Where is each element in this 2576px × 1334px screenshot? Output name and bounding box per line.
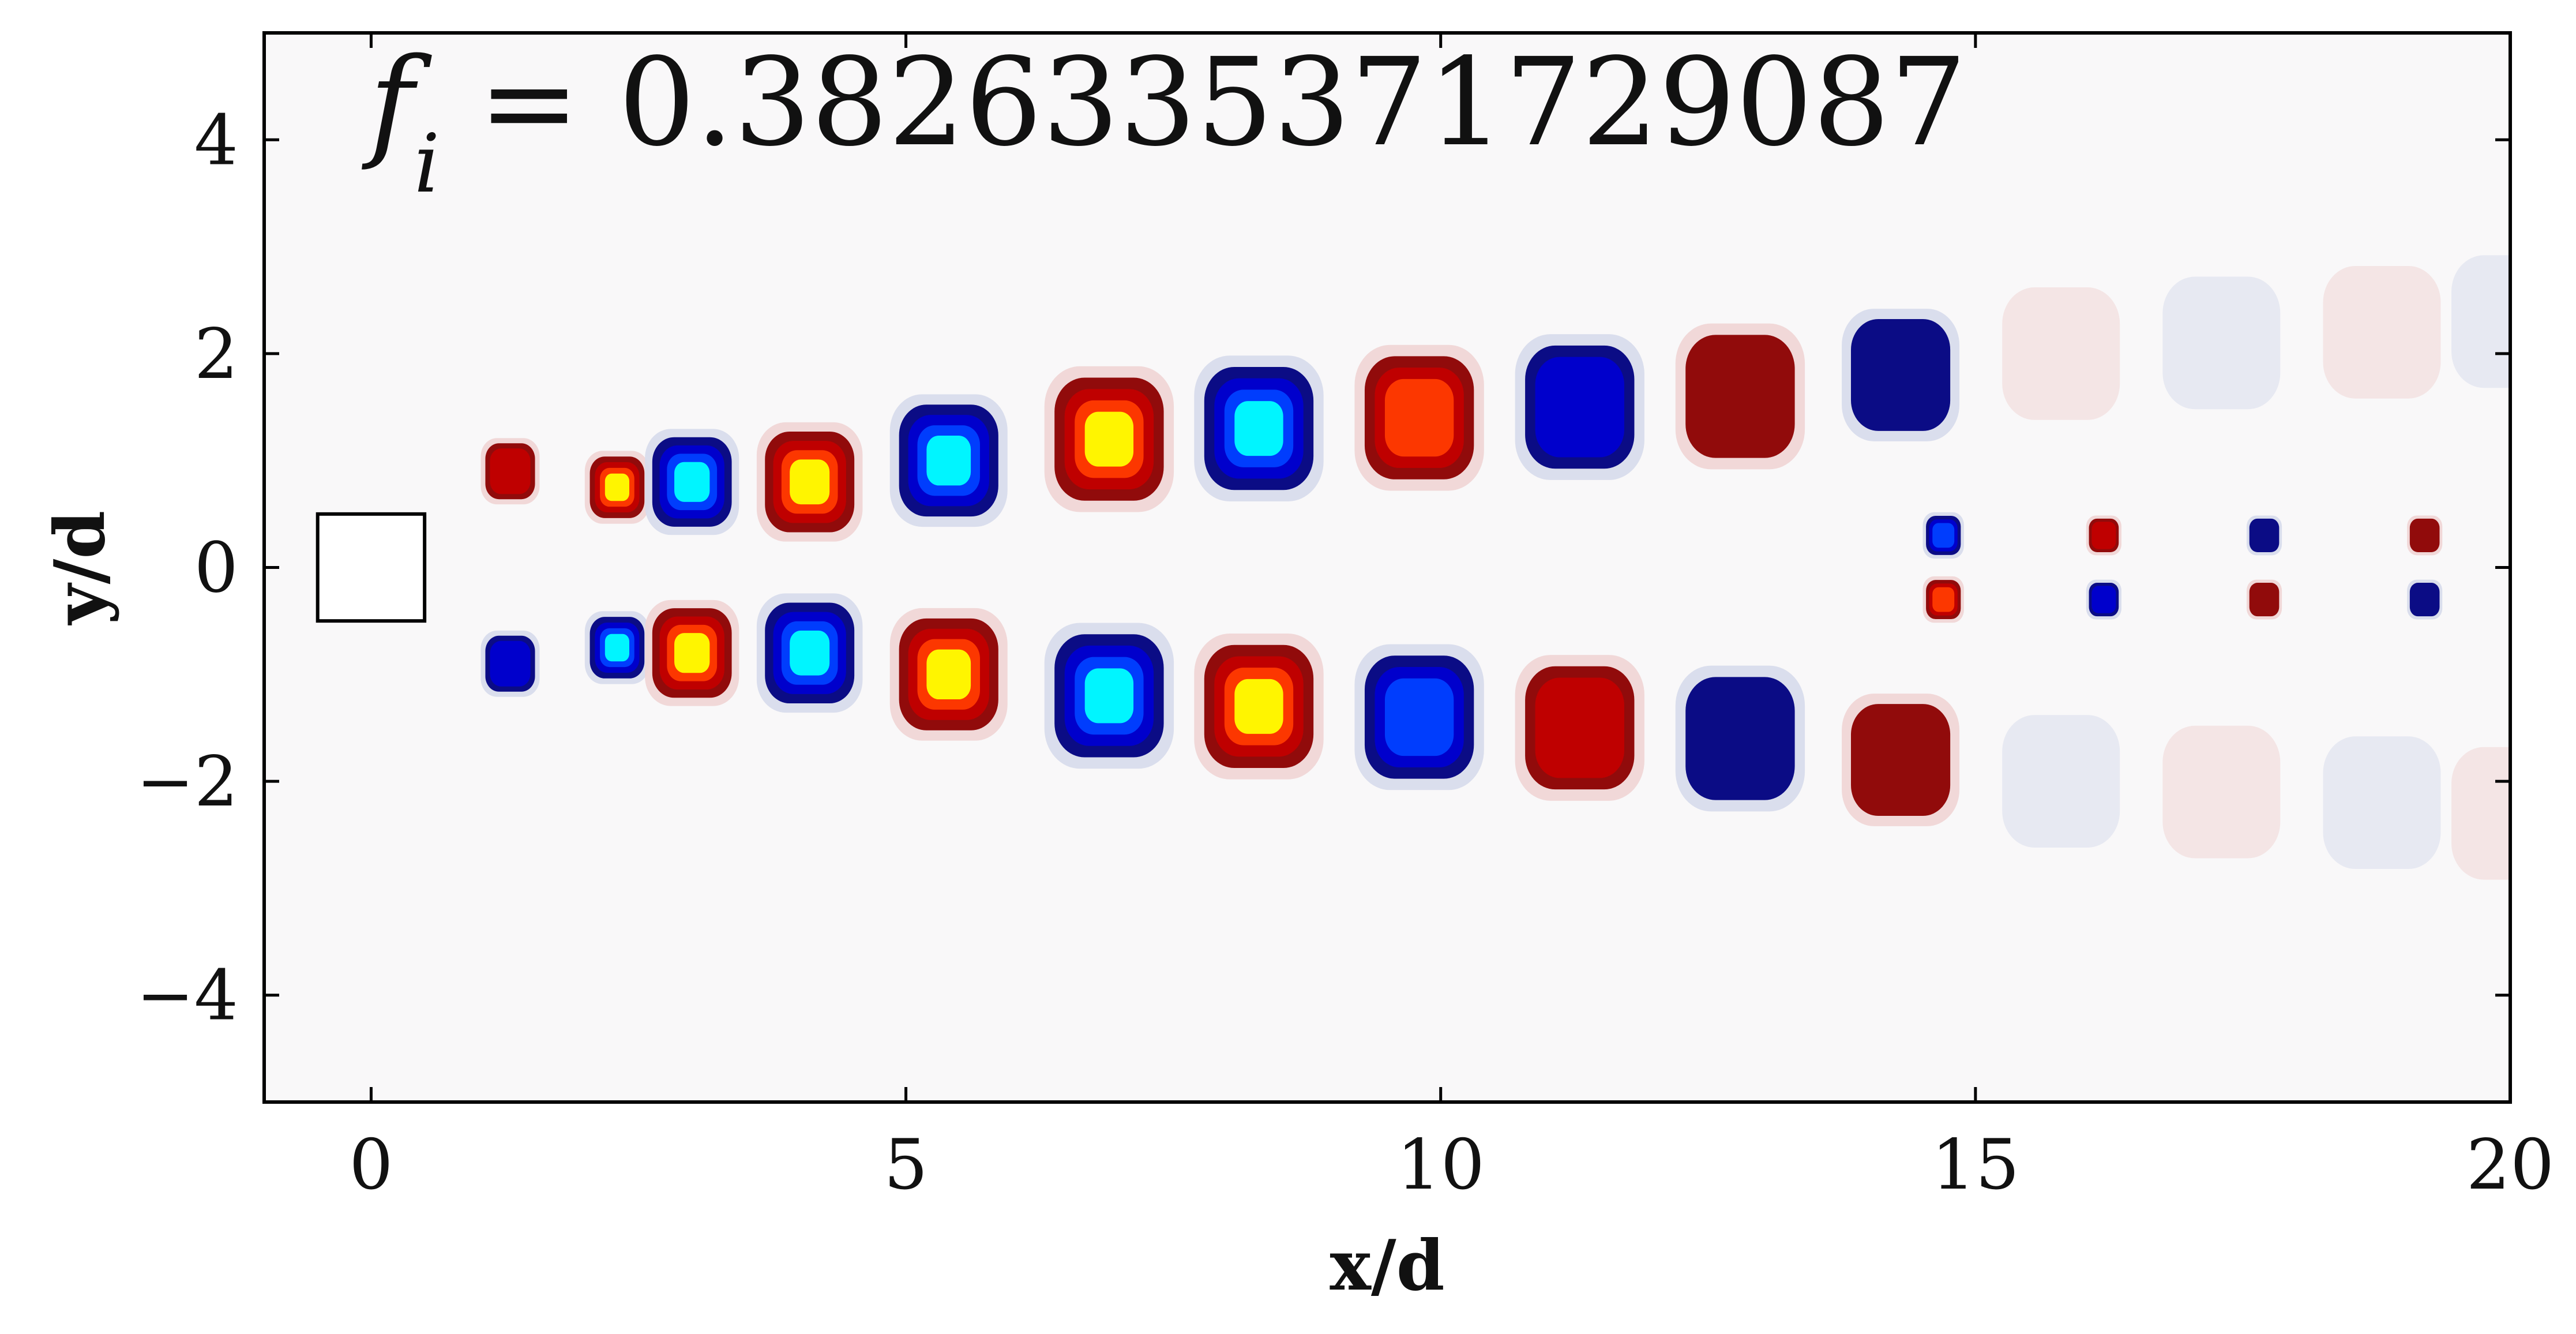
vortex-negative	[480, 630, 540, 697]
contour-level	[2409, 518, 2440, 552]
vortex-negative	[1515, 334, 1644, 480]
contour-level	[1084, 411, 1134, 467]
contour-level	[1384, 379, 1454, 457]
contour-level	[790, 630, 830, 676]
vortex-negative	[1922, 512, 1964, 559]
vortex-positive	[2323, 265, 2441, 399]
y-axis-label: y/d	[39, 511, 121, 625]
contour-level	[2162, 725, 2281, 859]
contour-level	[1932, 523, 1955, 548]
x-tick-label: 20	[2466, 1125, 2555, 1205]
contour-level	[1234, 401, 1283, 456]
contour-level	[2323, 265, 2441, 399]
vortex-negative	[1044, 623, 1174, 769]
square-cylinder	[316, 512, 427, 623]
x-tick-label: 5	[884, 1125, 927, 1205]
contour-level	[926, 649, 971, 699]
y-tick-label: 2	[194, 314, 238, 395]
vorticity-contours	[480, 255, 2510, 880]
contour-level	[2323, 736, 2441, 870]
frequency-annotation: fi = 0.3826335371729087	[362, 32, 1967, 211]
contour-level	[1850, 704, 1951, 816]
vortex-positive	[1922, 576, 1964, 623]
vortex-positive	[1842, 694, 1960, 826]
plot-area	[262, 31, 2512, 1104]
vortex-negative	[584, 611, 650, 684]
contour-level	[1384, 678, 1454, 756]
vortex-positive	[584, 451, 650, 524]
contour-level	[1535, 357, 1624, 458]
contour-level	[2249, 518, 2280, 552]
vortex-positive	[1194, 634, 1324, 780]
vortex-positive	[2002, 287, 2120, 420]
vortex-negative	[2323, 736, 2441, 870]
annotation-subscript: i	[414, 117, 440, 211]
contour-level	[926, 436, 971, 486]
contour-level	[2002, 287, 2120, 420]
x-tick-label: 0	[349, 1125, 393, 1205]
contour-level	[2002, 715, 2120, 848]
vortex-negative	[2246, 515, 2282, 556]
vortex-positive	[2246, 579, 2282, 620]
contour-level	[1685, 335, 1795, 458]
vortex-positive	[1515, 655, 1644, 801]
y-tick-label: −2	[136, 742, 238, 822]
vortex-negative	[1842, 309, 1960, 441]
vortex-positive	[756, 422, 863, 542]
vortex-negative	[2002, 715, 2120, 848]
contour-level	[2249, 583, 2280, 617]
annotation-value: 0.3826335371729087	[618, 32, 1967, 173]
vortex-negative	[889, 394, 1008, 527]
contour-level	[490, 640, 531, 687]
vortex-negative	[2407, 579, 2443, 620]
x-axis-label: x/d	[1330, 1225, 1444, 1306]
contour-level	[1535, 677, 1624, 778]
contour-level	[1932, 587, 1955, 612]
vortex-negative	[1194, 355, 1324, 501]
annotation-equals: =	[440, 32, 618, 173]
y-tick-label: −4	[136, 956, 238, 1036]
axis-ticks: 0 5 10 15 20 −4 −2 0 2 4	[136, 33, 2554, 1205]
vortex-positive	[480, 438, 540, 505]
vortex-positive	[2407, 515, 2443, 556]
y-tick-label: 4	[194, 100, 238, 181]
vortex-negative	[1354, 644, 1484, 790]
contour-level	[2409, 583, 2440, 617]
contour-level	[1685, 677, 1795, 800]
vortex-negative	[645, 429, 739, 535]
vortex-positive	[2086, 515, 2121, 556]
vortex-positive	[889, 608, 1008, 741]
contour-level	[604, 473, 630, 501]
contour-level	[1084, 668, 1134, 724]
contour-level	[674, 633, 710, 673]
vortex-negative	[2162, 276, 2281, 410]
vortex-positive	[1675, 323, 1805, 470]
vortex-negative	[1675, 665, 1805, 812]
contour-level	[674, 462, 710, 502]
vortex-positive	[645, 599, 739, 706]
vortex-negative	[756, 593, 863, 713]
vortex-positive	[1044, 366, 1174, 512]
contour-level	[2091, 522, 2116, 549]
x-tick-label: 15	[1932, 1125, 2020, 1205]
contour-level	[790, 459, 830, 505]
vortex-positive	[1354, 344, 1484, 491]
plot-background	[264, 33, 2510, 1102]
contour-level	[1234, 679, 1283, 734]
contour-level	[2162, 276, 2281, 410]
contour-level	[2091, 586, 2116, 613]
contour-level	[604, 634, 630, 662]
contour-level	[1850, 318, 1951, 431]
x-tick-label: 10	[1396, 1125, 1485, 1205]
y-tick-label: 0	[194, 529, 238, 609]
vortex-negative	[2086, 579, 2121, 620]
vortex-positive	[2162, 725, 2281, 859]
contour-level	[490, 448, 531, 494]
